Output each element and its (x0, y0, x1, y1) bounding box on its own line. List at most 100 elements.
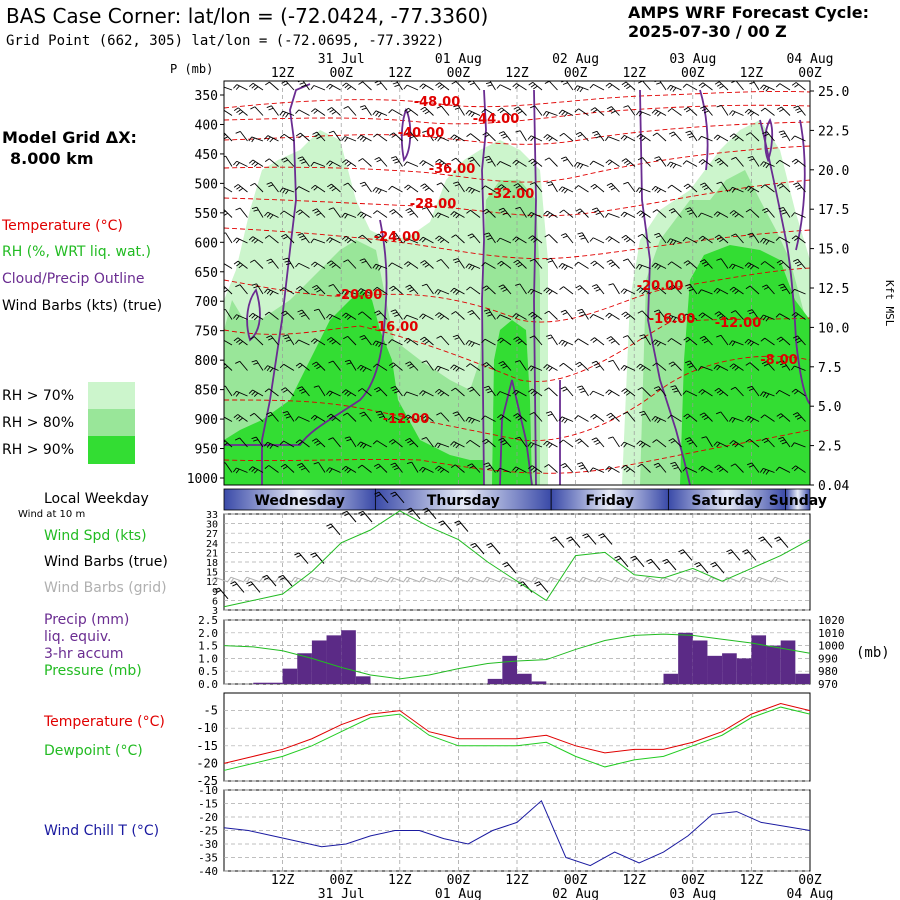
wind-barb-flag (279, 363, 285, 369)
wind-barb-flag (434, 135, 439, 141)
wind-barb-flag (284, 336, 290, 340)
wind-barb (610, 412, 620, 422)
precip-tick-label: 1.5 (198, 640, 218, 653)
wind-barb (642, 81, 651, 91)
wind-barb-flag (682, 467, 687, 472)
wind-barb (717, 441, 729, 448)
wind-barb-flag (640, 336, 646, 340)
wind-barb-flag (574, 415, 579, 420)
wind-barb-flag (376, 465, 381, 470)
wind-barb-flag (482, 362, 487, 366)
wind-barb-flag (341, 212, 346, 218)
wind-barb (411, 461, 419, 473)
wind-barb-flag (678, 577, 683, 583)
wind-barb-flag (778, 415, 784, 419)
wind-barb (375, 187, 388, 193)
wind-barb-flag (667, 161, 671, 167)
wind-barb-flag (518, 577, 523, 583)
wind-barb-flag (732, 135, 737, 140)
wind-barb-flag (388, 262, 393, 267)
wind-barb (643, 411, 651, 422)
wind-chill-panel-frame (223, 789, 811, 872)
wind-barb-flag (700, 467, 706, 472)
wind-barb-flag (394, 161, 400, 164)
wind-barb (329, 390, 341, 397)
wind-barb-flag (598, 577, 603, 583)
wind-barb (564, 463, 574, 473)
wind-barb-flag (422, 108, 428, 113)
wind-barb (519, 360, 527, 371)
wind-barb-flag (450, 287, 455, 293)
wind-barb-flag (498, 284, 504, 288)
wind-barb-flag (343, 335, 348, 340)
wind-barb-flag (504, 564, 510, 568)
wind-barb-flag (716, 105, 722, 108)
wind-barb (624, 134, 636, 142)
wind-barb-flag (437, 237, 443, 242)
wind-barb-flag (342, 412, 348, 416)
wind-barb-flag (747, 232, 753, 236)
wind-barb-flag (776, 538, 782, 542)
wind-barb (627, 182, 636, 193)
wind-barb-flag (388, 362, 394, 367)
wind-barb-flag (422, 338, 427, 343)
height-tick-label: 5.0 (818, 400, 841, 415)
wind-barb (344, 289, 357, 295)
wind-barb-flag (589, 160, 594, 166)
wind-barb (425, 437, 434, 448)
wind-barb-flag (626, 391, 631, 396)
wind-barb-flag (253, 316, 259, 321)
wind-barb-flag (419, 313, 424, 318)
wind-barb-flag (233, 160, 238, 166)
wind-barb-flag (436, 259, 442, 263)
wind-barb-flag (514, 436, 520, 440)
wind-barb-flag (530, 160, 536, 165)
wind-barb-flag (637, 310, 643, 314)
wind-barb-flag (359, 366, 364, 371)
wind-barb (579, 208, 589, 218)
wind-barb (764, 337, 775, 346)
wind-barb-flag (468, 341, 473, 346)
wind-barb-flag (625, 468, 631, 473)
wind-barb-flag (605, 82, 610, 87)
wind-barb-flag (466, 133, 471, 137)
wind-barb-flag (378, 112, 382, 118)
temperature-contour-label: -16.00 (372, 320, 419, 335)
wind-barb-flag (605, 312, 610, 317)
wind-barb (455, 311, 465, 320)
wind-barb (362, 158, 372, 167)
wind-barb (705, 436, 713, 448)
wind-barb-flag (251, 206, 257, 210)
wind-barb-flag (375, 410, 381, 414)
wind-barb-flag (700, 105, 705, 109)
wind-barb (659, 81, 667, 91)
top-hour-tick: 00Z (329, 66, 353, 81)
wind-barb-flag (794, 83, 799, 88)
wind-barb-flag (391, 134, 397, 138)
wind-barb-flag (421, 468, 426, 473)
wind-speed-tick-label: 18 (206, 558, 218, 569)
wind-barb (586, 533, 597, 545)
wind-barb (608, 466, 620, 473)
wind-barb-flag (224, 440, 226, 443)
wind-barb-flag (760, 261, 766, 265)
wind-barb-flag (580, 390, 586, 393)
wind-barb-flag (646, 558, 652, 562)
wind-barb (687, 260, 698, 269)
wind-barb-flag (748, 464, 754, 468)
wind-barb (252, 466, 264, 473)
wind-barb-flag (514, 391, 519, 396)
wind-barb-flag (559, 362, 564, 367)
wind-barb (236, 237, 248, 244)
wind-barb-flag (561, 341, 566, 346)
wind-barb-flag (641, 366, 646, 372)
wind-barb-flag (326, 237, 331, 242)
wind-barb-flag (593, 363, 599, 366)
wind-barb-flag (620, 288, 625, 293)
precip-bar (297, 653, 312, 684)
wind-barb (749, 438, 760, 448)
wind-barb-flag (310, 161, 315, 167)
wind-barb-flag (424, 187, 430, 191)
wind-barb (270, 182, 279, 193)
wind-barb-flag (454, 413, 460, 417)
